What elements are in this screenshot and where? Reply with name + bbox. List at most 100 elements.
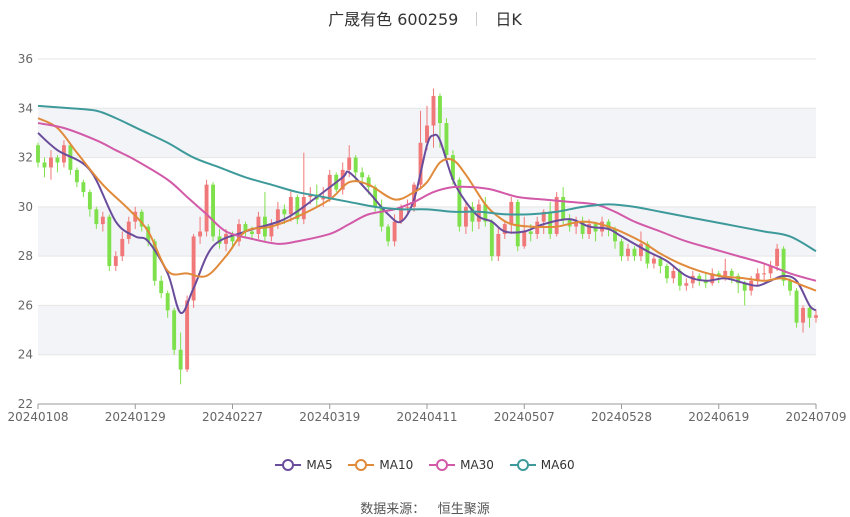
ma-line-ma5 <box>37 132 817 314</box>
candle-body <box>36 145 40 163</box>
candle-body <box>204 184 209 232</box>
candle-body <box>301 197 306 220</box>
x-tick-label: 20240709 <box>785 410 846 424</box>
y-tick-label: 28 <box>18 249 33 263</box>
candle-body <box>113 256 118 266</box>
kline-chart: 22 24 26 28 30 32 34 36 20240108 20240129 20240227… <box>7 52 846 424</box>
x-tick-label: 20240227 <box>202 410 263 424</box>
candle-body <box>496 233 501 257</box>
candle-body <box>224 233 228 244</box>
candle-body <box>55 157 60 163</box>
period-label: 日K <box>495 10 522 29</box>
legend-marker-ma60-icon <box>509 459 536 471</box>
candle-body <box>425 125 429 143</box>
candle-body <box>645 243 650 264</box>
candle-body <box>250 231 254 234</box>
candle-body <box>781 248 786 281</box>
candle-body <box>658 258 663 266</box>
candle-body <box>801 307 805 323</box>
legend-marker-ma30-icon <box>429 459 456 471</box>
grid-band <box>38 206 816 257</box>
candle-body <box>775 248 780 266</box>
candle-body <box>340 169 345 190</box>
candle-body <box>275 209 280 225</box>
candle-body <box>768 266 773 274</box>
candle-body <box>606 221 611 230</box>
ma-line-ma60 <box>37 104 817 253</box>
legend-marker-ma5-icon <box>275 459 302 471</box>
candle-body <box>814 315 818 318</box>
candle-body <box>327 174 332 197</box>
candle-body <box>639 243 643 257</box>
candle-body <box>399 206 404 222</box>
candle-body <box>502 224 507 234</box>
chart-legend: MA5 MA10 MA30 MA60 <box>0 458 850 475</box>
candle-body <box>120 238 125 257</box>
candle-body <box>379 206 384 227</box>
x-tick-label: 20240319 <box>299 410 360 424</box>
ma-line-ma30 <box>37 122 817 282</box>
candle-body <box>729 270 734 276</box>
data-source: 数据来源： 恒生聚源 <box>0 498 850 517</box>
candle-body <box>198 231 203 237</box>
candle-body <box>470 206 475 222</box>
candle-body <box>159 280 164 294</box>
legend-label-ma60: MA60 <box>540 458 575 472</box>
y-tick-label: 30 <box>18 200 33 214</box>
y-tick-label: 32 <box>18 151 33 165</box>
candle-body <box>412 184 416 207</box>
y-tick-label: 24 <box>18 348 33 362</box>
legend-label-ma10: MA10 <box>379 458 414 472</box>
candle-body <box>697 275 702 281</box>
candle-body <box>444 123 449 156</box>
candle-body <box>431 95 436 126</box>
candle-body <box>541 211 546 222</box>
candle-body <box>243 224 248 232</box>
candle-body <box>710 273 715 284</box>
candle-body <box>418 142 423 185</box>
candle-body <box>632 248 637 257</box>
candle-body <box>515 201 520 247</box>
y-tick-label: 36 <box>18 52 33 66</box>
candle-body <box>81 182 86 193</box>
candle-body <box>282 209 287 215</box>
candle-body <box>664 266 669 279</box>
candle-body <box>574 221 579 227</box>
candle-body <box>736 275 741 284</box>
candle-body <box>185 300 190 370</box>
y-tick-label: 34 <box>18 101 33 115</box>
candle-body <box>308 194 313 197</box>
legend-marker-ma10-icon <box>348 459 375 471</box>
candle-body <box>619 241 624 257</box>
candle-body <box>613 229 617 242</box>
x-tick-label: 20240619 <box>688 410 749 424</box>
legend-label-ma30: MA30 <box>460 458 494 472</box>
candle-body <box>373 187 378 207</box>
legend-item-ma5[interactable]: MA5 <box>275 458 333 472</box>
legend-item-ma10[interactable]: MA10 <box>348 458 413 472</box>
chart-title-bar: 广晟有色 600259 日K <box>0 6 850 30</box>
chart-title: 广晟有色 600259 <box>328 10 459 29</box>
candle-body <box>100 216 105 225</box>
candle-body <box>651 258 656 264</box>
candle-body <box>146 226 151 242</box>
candle-body <box>152 241 157 281</box>
candle-body <box>807 307 812 318</box>
candle-body <box>321 197 326 200</box>
x-tick-label: 20240507 <box>494 410 555 424</box>
candle-body <box>600 221 604 232</box>
candle-body <box>269 224 274 237</box>
x-tick-label: 20240411 <box>396 410 457 424</box>
candle-body <box>172 310 177 350</box>
candle-body <box>723 270 728 276</box>
candle-body <box>230 233 235 242</box>
legend-item-ma60[interactable]: MA60 <box>509 458 575 472</box>
candle-body <box>522 231 527 247</box>
candle-body <box>405 206 410 208</box>
candle-body <box>256 216 261 234</box>
candle-body <box>788 280 793 291</box>
candle-body <box>755 273 760 281</box>
candle-body <box>49 157 53 168</box>
candle-body <box>528 231 533 234</box>
legend-item-ma30[interactable]: MA30 <box>429 458 494 472</box>
